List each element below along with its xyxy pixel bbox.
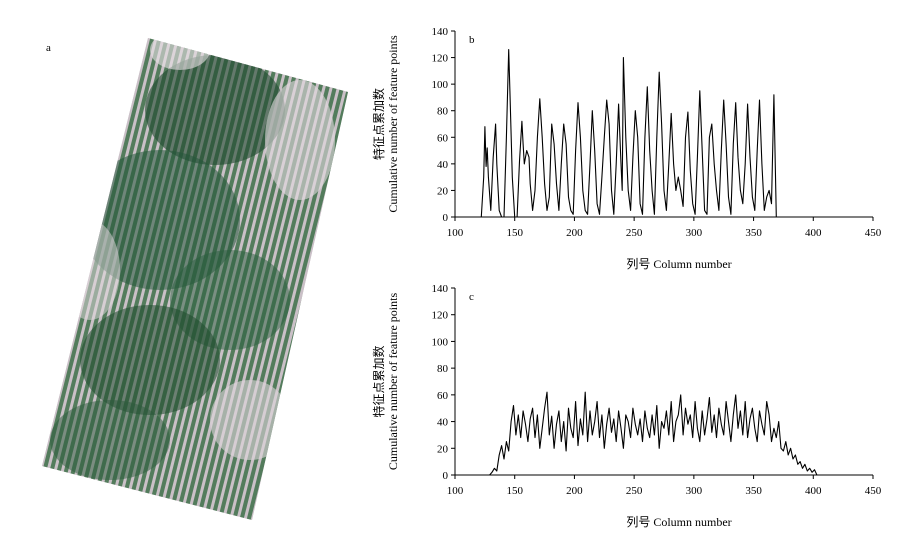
y-tick-label: 60: [437, 132, 449, 144]
x-tick-label: 150: [506, 485, 523, 497]
field-aerial-image: [42, 38, 348, 520]
y-axis-title-en: Cumulative number of feature points: [386, 35, 400, 213]
y-tick-label: 0: [443, 212, 449, 224]
x-tick-label: 200: [566, 227, 583, 239]
chart-c: 0 20 40 60 80 100 120 140 100 150 200 250 300 350 400 4…: [371, 283, 882, 529]
y-tick-label: 100: [432, 336, 449, 348]
x-tick-label: 400: [805, 227, 822, 239]
x-tick-label: 250: [626, 485, 643, 497]
x-tick-label: 350: [745, 485, 762, 497]
field-image-content: [42, 38, 348, 520]
panel-label-a: a: [46, 42, 51, 54]
x-tick-label: 450: [865, 227, 882, 239]
chart-b: 0 20 40 60 80 100 120 140 100 150 200 250 300 350 400 4…: [371, 26, 882, 271]
y-tick-label: 40: [437, 159, 449, 171]
y-tick-label: 120: [432, 53, 449, 65]
panel-label-b: b: [469, 34, 475, 46]
x-tick-label: 150: [506, 227, 523, 239]
y-tick-label: 60: [437, 390, 449, 402]
y-tick-label: 20: [437, 443, 449, 455]
y-axis-title-cn: 特征点累加数: [371, 345, 386, 417]
y-tick-label: 0: [443, 470, 449, 482]
series-line: [489, 391, 818, 476]
y-tick-label: 20: [437, 185, 449, 197]
y-tick-label: 80: [437, 363, 449, 375]
x-axis-title: 列号 Column number: [626, 515, 731, 529]
y-tick-label: 120: [432, 310, 449, 322]
y-tick-label: 140: [432, 283, 449, 295]
y-tick-label: 80: [437, 106, 449, 118]
x-tick-label: 100: [447, 227, 464, 239]
x-tick-label: 400: [805, 485, 822, 497]
x-tick-label: 450: [865, 485, 882, 497]
y-tick-label: 140: [432, 26, 449, 38]
x-tick-label: 300: [686, 227, 703, 239]
x-tick-label: 350: [745, 227, 762, 239]
series-line: [480, 49, 777, 218]
x-tick-label: 100: [447, 485, 464, 497]
x-tick-label: 250: [626, 227, 643, 239]
y-axis-title-cn: 特征点累加数: [371, 88, 386, 160]
x-tick-label: 200: [566, 485, 583, 497]
y-tick-label: 100: [432, 79, 449, 91]
x-axis-title: 列号 Column number: [626, 257, 731, 271]
y-axis-title-en: Cumulative number of feature points: [386, 293, 400, 471]
x-tick-label: 300: [686, 485, 703, 497]
panel-label-c: c: [469, 291, 474, 303]
y-tick-label: 40: [437, 417, 449, 429]
